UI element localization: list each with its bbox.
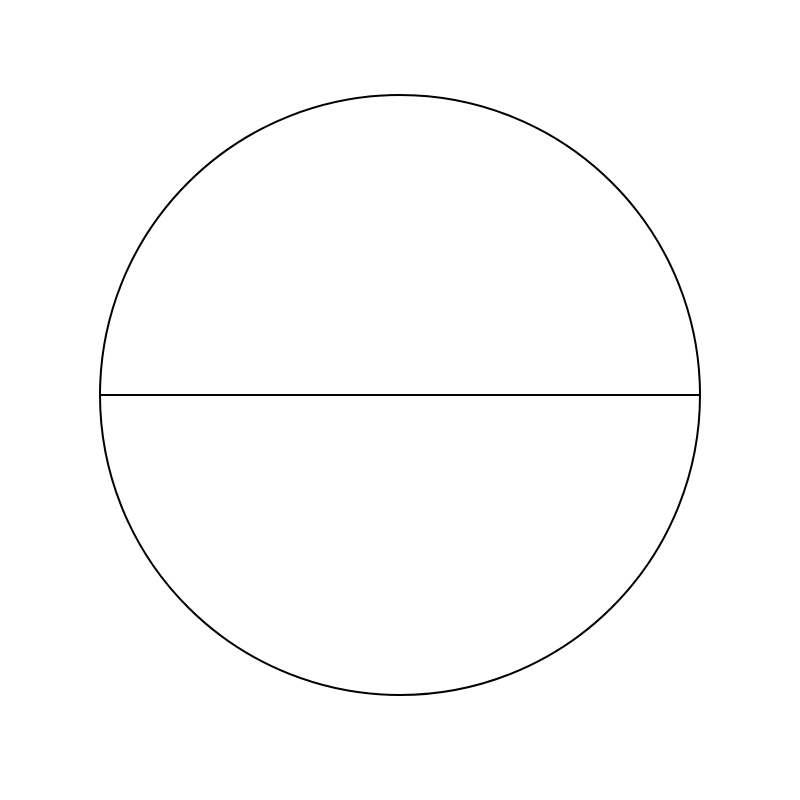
circle-diagram (0, 0, 800, 800)
canvas-background (0, 0, 800, 800)
